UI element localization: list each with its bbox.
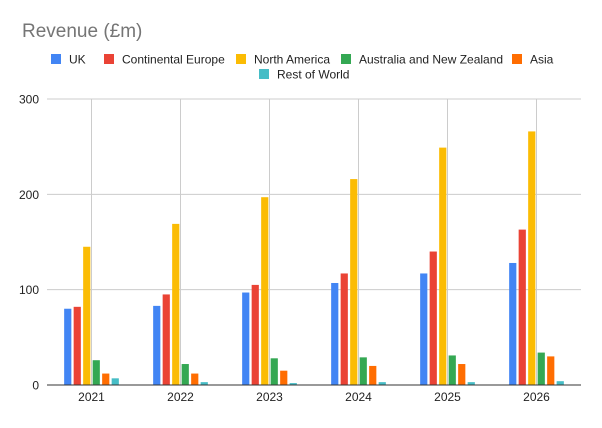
bar <box>200 382 208 385</box>
y-tick-label: 200 <box>19 188 39 202</box>
legend-label: Continental Europe <box>122 53 225 67</box>
legend-label: Asia <box>530 53 554 67</box>
legend-item: Rest of World <box>259 68 349 82</box>
bar <box>242 292 250 385</box>
legend-swatch <box>51 54 61 64</box>
bar <box>556 381 564 385</box>
legend-swatch <box>104 54 114 64</box>
bar <box>331 282 339 385</box>
bar <box>289 383 297 385</box>
bar <box>340 273 348 385</box>
bar <box>350 179 358 385</box>
bar <box>83 246 91 385</box>
bar <box>467 382 475 385</box>
bar <box>458 364 466 385</box>
y-tick-label: 0 <box>32 379 39 393</box>
legend-label: North America <box>254 53 330 67</box>
bar <box>439 147 447 385</box>
bar <box>191 373 199 385</box>
bar <box>537 352 545 385</box>
legend-swatch <box>236 54 246 64</box>
gridlines <box>47 98 581 385</box>
bar <box>251 284 259 385</box>
bar <box>261 197 269 385</box>
x-tick-label: 2022 <box>167 390 194 404</box>
bar-group-2023 <box>242 197 297 385</box>
y-tick-label: 100 <box>19 283 39 297</box>
y-tick-label: 300 <box>19 93 39 107</box>
bar <box>162 294 170 385</box>
bar <box>270 358 278 385</box>
legend-label: Australia and New Zealand <box>359 53 503 67</box>
x-tick-label: 2026 <box>523 390 550 404</box>
bar <box>92 360 100 385</box>
bar <box>181 364 189 385</box>
bar <box>378 382 386 385</box>
bar-group-2022 <box>153 223 208 385</box>
bar-group-2026 <box>509 131 564 385</box>
legend-item: UK <box>51 53 86 67</box>
x-tick-label: 2024 <box>345 390 372 404</box>
bar <box>518 229 526 385</box>
bar <box>509 262 517 385</box>
bar <box>359 357 367 385</box>
bar-group-2021 <box>64 246 119 385</box>
bar <box>547 356 555 385</box>
bar <box>73 306 81 385</box>
legend-swatch <box>259 69 269 79</box>
bar <box>420 273 428 385</box>
bar <box>102 373 110 385</box>
bar <box>64 308 72 385</box>
x-tick-label: 2025 <box>434 390 461 404</box>
bars <box>64 131 564 385</box>
bar-group-2024 <box>331 179 386 385</box>
bar <box>111 378 119 385</box>
bar <box>153 305 161 385</box>
bar <box>280 370 288 385</box>
chart-title: Revenue (£m) <box>22 21 142 42</box>
bar <box>369 365 377 385</box>
legend-label: UK <box>69 53 86 67</box>
legend-swatch <box>512 54 522 64</box>
legend-swatch <box>341 54 351 64</box>
bar <box>448 355 456 385</box>
axes: 0 100 200 300 2021 2022 2023 2024 2025 2026 <box>19 93 581 404</box>
x-tick-label: 2023 <box>256 390 283 404</box>
bar <box>528 131 536 385</box>
legend-item: North America <box>236 53 330 67</box>
legend: UK Continental Europe North America Austral… <box>51 53 554 82</box>
legend-label: Rest of World <box>277 68 349 82</box>
legend-item: Asia <box>512 53 554 67</box>
x-tick-label: 2021 <box>78 390 105 404</box>
bar <box>172 223 180 385</box>
legend-item: Australia and New Zealand <box>341 53 503 67</box>
legend-item: Continental Europe <box>104 53 225 67</box>
bar-group-2025 <box>420 147 475 385</box>
bar <box>429 251 437 385</box>
